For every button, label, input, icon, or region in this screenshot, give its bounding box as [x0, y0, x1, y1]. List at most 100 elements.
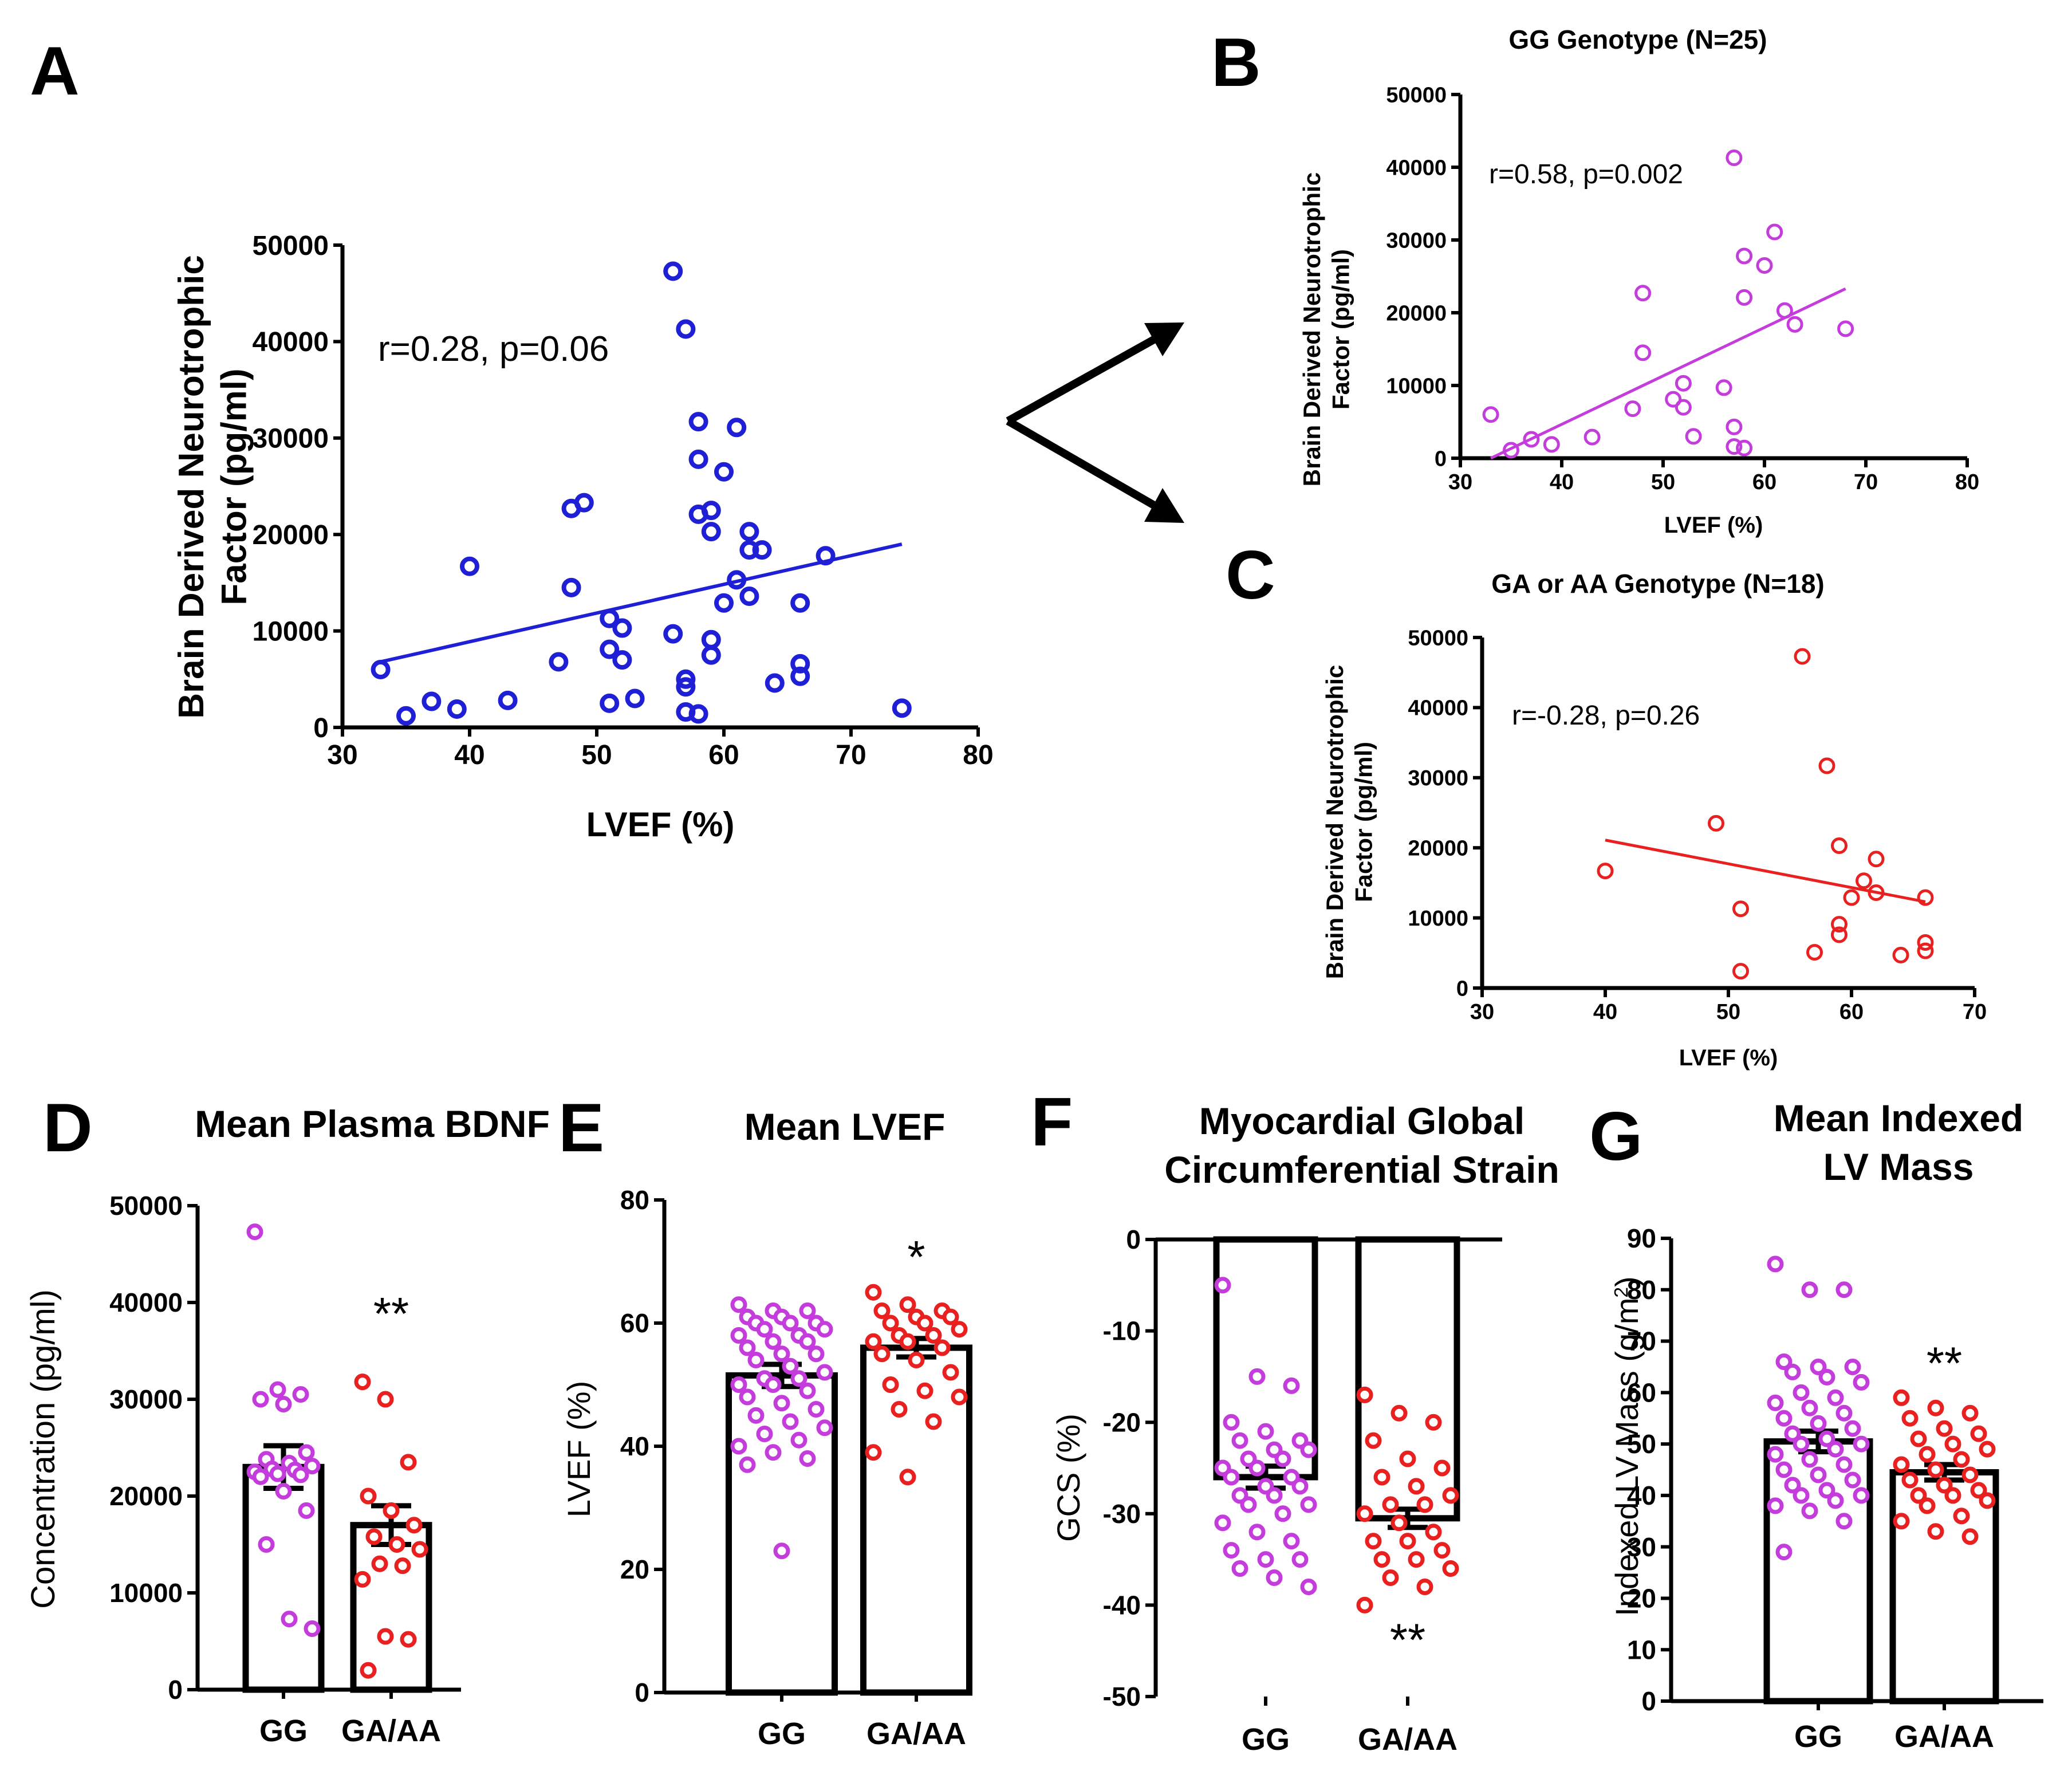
- data-point: [612, 650, 632, 670]
- y-tick-label: 10000: [1386, 374, 1447, 398]
- data-point: [663, 624, 683, 644]
- data-point: [1835, 1281, 1853, 1298]
- data-point: [1248, 1459, 1266, 1477]
- data-point: [498, 690, 518, 710]
- chart-title: Mean Indexed: [1774, 1097, 2023, 1139]
- data-point: [1936, 1420, 1953, 1437]
- data-point: [765, 1333, 782, 1350]
- data-point: [1240, 1496, 1257, 1513]
- y-axis-label: Indexed LV Mass (g/m2): [1609, 1276, 1645, 1616]
- significance-marker: **: [1390, 1614, 1425, 1665]
- data-point: [739, 522, 759, 542]
- data-point: [1784, 1425, 1801, 1442]
- x-tick-label: 50: [1651, 470, 1675, 494]
- y-tick-label: 10000: [253, 616, 329, 647]
- data-point: [899, 1333, 916, 1350]
- data-point: [951, 1321, 968, 1338]
- x-tick-label: 60: [1839, 1000, 1864, 1024]
- scatter-chart-a: 30 40 50 60 70 80 0 10000 20000 30000 40000 50000 LV…: [172, 231, 994, 844]
- x-tick-label: 30: [327, 740, 357, 770]
- data-point: [1775, 1461, 1793, 1478]
- data-point: [701, 501, 721, 521]
- data-point: [388, 1536, 405, 1553]
- data-point: [1767, 1446, 1784, 1463]
- data-point: [1390, 1514, 1408, 1532]
- data-point: [1827, 1441, 1844, 1458]
- data-point: [799, 1333, 816, 1350]
- correlation-annotation: r=0.58, p=0.002: [1489, 159, 1683, 190]
- data-point: [1901, 1410, 1919, 1427]
- y-tick-label: 50000: [1408, 626, 1468, 650]
- category-label: GG: [1242, 1722, 1290, 1757]
- data-point: [701, 522, 721, 542]
- data-point: [676, 319, 696, 339]
- y-tick-label: 0: [313, 713, 329, 743]
- data-point: [396, 706, 416, 726]
- data-point: [1917, 889, 1934, 906]
- data-point: [1665, 391, 1682, 408]
- y-tick-label: 50000: [109, 1191, 183, 1221]
- data-point: [1382, 1569, 1399, 1587]
- data-point: [1408, 1478, 1425, 1495]
- data-point: [371, 659, 391, 679]
- data-point: [1373, 1469, 1390, 1486]
- arrow-to-c-shaft: [1006, 417, 1159, 511]
- x-tick-label: 40: [454, 740, 484, 770]
- data-point: [925, 1327, 942, 1344]
- data-point: [1844, 1420, 1861, 1437]
- data-point: [1767, 1497, 1784, 1514]
- data-point: [1827, 1492, 1844, 1509]
- x-tick-label: 80: [963, 740, 993, 770]
- data-point: [1856, 872, 1872, 890]
- data-point: [365, 1528, 383, 1545]
- x-tick-label: 30: [1470, 1000, 1494, 1024]
- bar-chart-d: 0 10000 20000 30000 40000 50000 GG GA/AA Mean Pl…: [25, 1103, 550, 1748]
- data-point: [816, 546, 836, 566]
- data-point: [739, 586, 759, 606]
- category-label: GA/AA: [1894, 1719, 1994, 1754]
- data-point: [1291, 1478, 1309, 1495]
- data-point: [1726, 438, 1743, 455]
- data-point: [1736, 289, 1753, 306]
- data-point: [933, 1339, 951, 1356]
- data-point: [676, 677, 696, 697]
- data-point: [773, 1345, 790, 1363]
- data-point: [756, 1426, 773, 1442]
- data-point: [782, 1413, 799, 1430]
- data-point: [1223, 1469, 1240, 1486]
- data-point: [246, 1223, 263, 1241]
- data-point: [1910, 1430, 1927, 1447]
- data-point: [1919, 1446, 1936, 1463]
- data-point: [1214, 1277, 1231, 1294]
- data-point: [1810, 1358, 1827, 1375]
- y-tick-label: 30000: [109, 1384, 183, 1414]
- data-point: [908, 1352, 925, 1368]
- data-point: [1827, 1389, 1844, 1406]
- data-point: [1248, 1524, 1266, 1541]
- x-tick-label: 40: [1593, 1000, 1617, 1024]
- regression-line: [1490, 287, 1846, 460]
- y-axis-label: LVEF (%): [561, 1381, 597, 1518]
- data-point: [1793, 1435, 1810, 1453]
- data-point: [1223, 1542, 1240, 1559]
- x-tick-label: 60: [708, 740, 739, 770]
- data-point: [371, 1555, 388, 1572]
- data-point: [1231, 1432, 1248, 1449]
- data-point: [1708, 814, 1724, 832]
- panel-letter-a: A: [30, 33, 80, 109]
- data-point: [1801, 1399, 1818, 1416]
- data-point: [1843, 889, 1860, 906]
- data-point: [1425, 1524, 1442, 1541]
- data-point: [1300, 1441, 1317, 1458]
- data-point: [1775, 1544, 1793, 1561]
- data-point: [865, 1444, 882, 1461]
- y-tick-label: -40: [1103, 1591, 1141, 1620]
- y-tick-label: 0: [1435, 447, 1447, 471]
- data-point: [1223, 1414, 1240, 1431]
- panel-letter-d: D: [43, 1089, 93, 1166]
- y-tick-label: 40: [620, 1431, 649, 1461]
- data-point: [1901, 1471, 1919, 1489]
- y-tick-label: -50: [1103, 1682, 1141, 1711]
- data-point: [765, 1444, 782, 1461]
- data-point: [1818, 1430, 1835, 1447]
